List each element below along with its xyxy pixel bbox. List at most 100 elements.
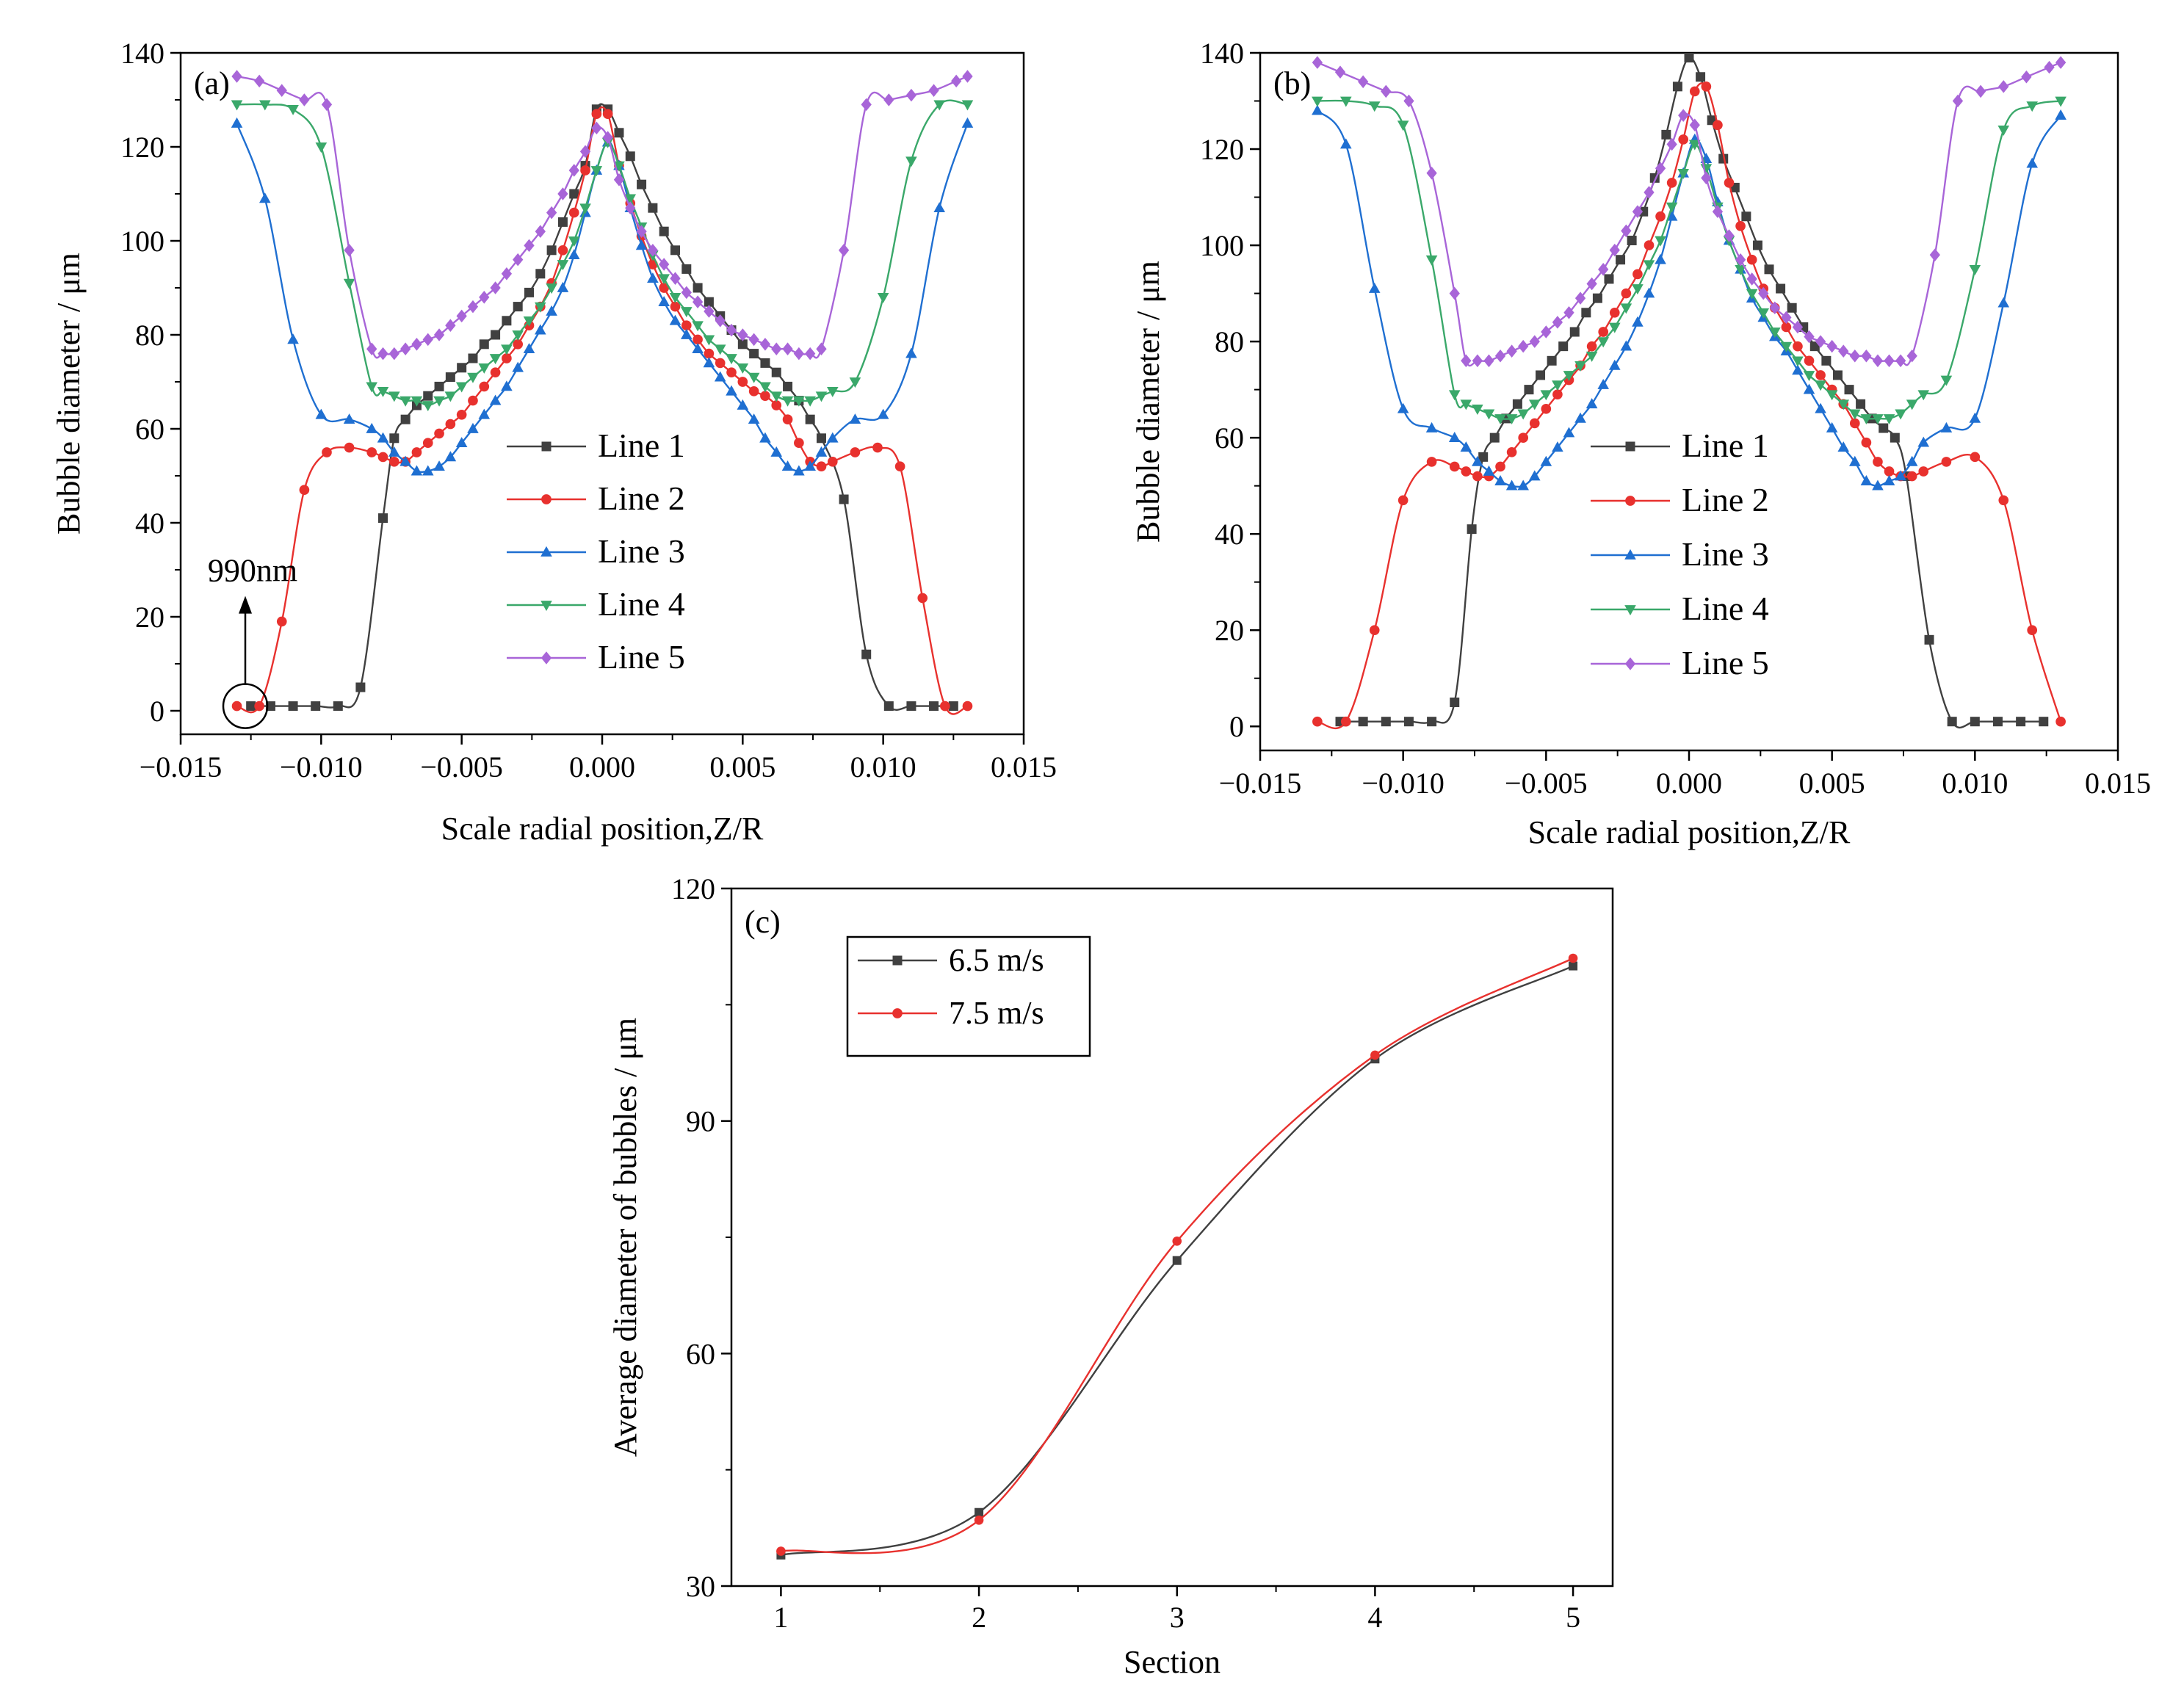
data-point: [1620, 340, 1632, 351]
data-point: [771, 367, 781, 377]
data-point: [568, 249, 580, 260]
data-point: [804, 396, 816, 407]
data-point: [659, 283, 670, 293]
data-point: [737, 339, 748, 350]
data-point: [400, 414, 411, 424]
data-point: [805, 347, 816, 361]
series-line: [236, 106, 968, 715]
data-point: [883, 701, 894, 712]
data-point: [877, 292, 889, 303]
y-tick-label: 20: [1215, 614, 1244, 647]
data-point: [479, 291, 490, 304]
y-tick-label: 0: [150, 695, 164, 728]
data-point: [975, 1507, 984, 1517]
data-point: [388, 347, 399, 361]
data-point: [546, 305, 557, 316]
data-point: [776, 1546, 786, 1556]
data-point: [1547, 355, 1557, 366]
data-point: [849, 377, 861, 388]
data-point: [1494, 414, 1506, 425]
data-point: [1815, 402, 1826, 413]
data-point: [1552, 380, 1563, 391]
data-point: [1735, 264, 1746, 275]
legend-marker: [1625, 441, 1635, 452]
data-point: [411, 447, 422, 457]
data-point: [1586, 277, 1597, 291]
data-point: [614, 128, 624, 138]
data-point: [940, 701, 950, 712]
data-point: [815, 446, 828, 457]
data-point: [704, 297, 714, 307]
data-point: [670, 272, 681, 285]
data-point: [1483, 409, 1495, 420]
data-point: [1563, 427, 1575, 438]
data-point: [1608, 359, 1621, 370]
data-point: [524, 239, 535, 253]
data-point: [1403, 94, 1414, 108]
data-point: [624, 194, 637, 205]
data-point: [1608, 322, 1621, 333]
data-point: [1724, 178, 1735, 188]
data-point: [625, 151, 635, 162]
data-point: [557, 260, 569, 271]
data-point: [933, 202, 945, 213]
data-point: [1792, 364, 1804, 375]
data-point: [2027, 625, 2038, 636]
x-tick-label: −0.005: [420, 750, 503, 783]
data-point: [1997, 297, 2010, 308]
data-point: [1643, 287, 1655, 298]
data-point: [760, 358, 770, 368]
data-point: [1917, 436, 1930, 447]
data-point: [1397, 120, 1409, 131]
data-point: [491, 330, 501, 340]
data-point: [636, 225, 647, 238]
data-point: [974, 1515, 984, 1525]
data-point: [714, 371, 726, 382]
data-point: [1592, 293, 1602, 303]
legend-label: 6.5 m/s: [949, 942, 1044, 978]
data-point: [1849, 418, 1860, 429]
data-point: [1644, 240, 1655, 250]
data-point: [1494, 349, 1506, 363]
data-point: [816, 461, 827, 472]
y-tick-label: 30: [686, 1570, 715, 1603]
data-point: [1941, 457, 1952, 467]
data-point: [962, 701, 973, 712]
y-tick-label: 100: [120, 225, 164, 258]
data-point: [872, 442, 883, 453]
data-point: [1609, 243, 1620, 257]
y-tick-label: 140: [1200, 37, 1244, 70]
data-point: [433, 396, 445, 407]
data-point: [467, 300, 479, 314]
legend-marker: [540, 651, 552, 665]
data-point: [411, 396, 423, 407]
data-point: [1574, 292, 1586, 305]
data-point: [770, 391, 783, 402]
x-tick-label: −0.005: [1505, 767, 1588, 800]
data-point: [287, 104, 299, 115]
data-point: [933, 100, 945, 111]
data-point: [704, 348, 715, 359]
data-point: [343, 278, 355, 289]
x-tick-label: 1: [773, 1601, 788, 1634]
x-tick-label: −0.010: [1362, 767, 1444, 800]
data-point: [1666, 202, 1678, 213]
y-axis-label: Bubble diameter / μm: [51, 253, 87, 535]
data-point: [434, 428, 444, 439]
data-point: [737, 377, 748, 387]
series-line-5: [1312, 56, 2067, 368]
data-point: [513, 339, 524, 350]
data-point: [2055, 716, 2066, 727]
data-point: [388, 446, 400, 457]
data-point: [1672, 82, 1682, 92]
data-point: [1838, 344, 1849, 358]
y-tick-label: 120: [1200, 133, 1244, 166]
data-point: [579, 203, 591, 214]
data-point: [1666, 178, 1677, 188]
legend-label: Line 3: [1682, 535, 1769, 573]
data-point: [1655, 162, 1666, 175]
annotation: 990nm: [208, 553, 297, 729]
data-point: [647, 272, 659, 283]
legend-label: Line 3: [598, 532, 685, 570]
legend: Line 1 Line 2 Line 3 Line 4 Line 5: [507, 427, 685, 676]
